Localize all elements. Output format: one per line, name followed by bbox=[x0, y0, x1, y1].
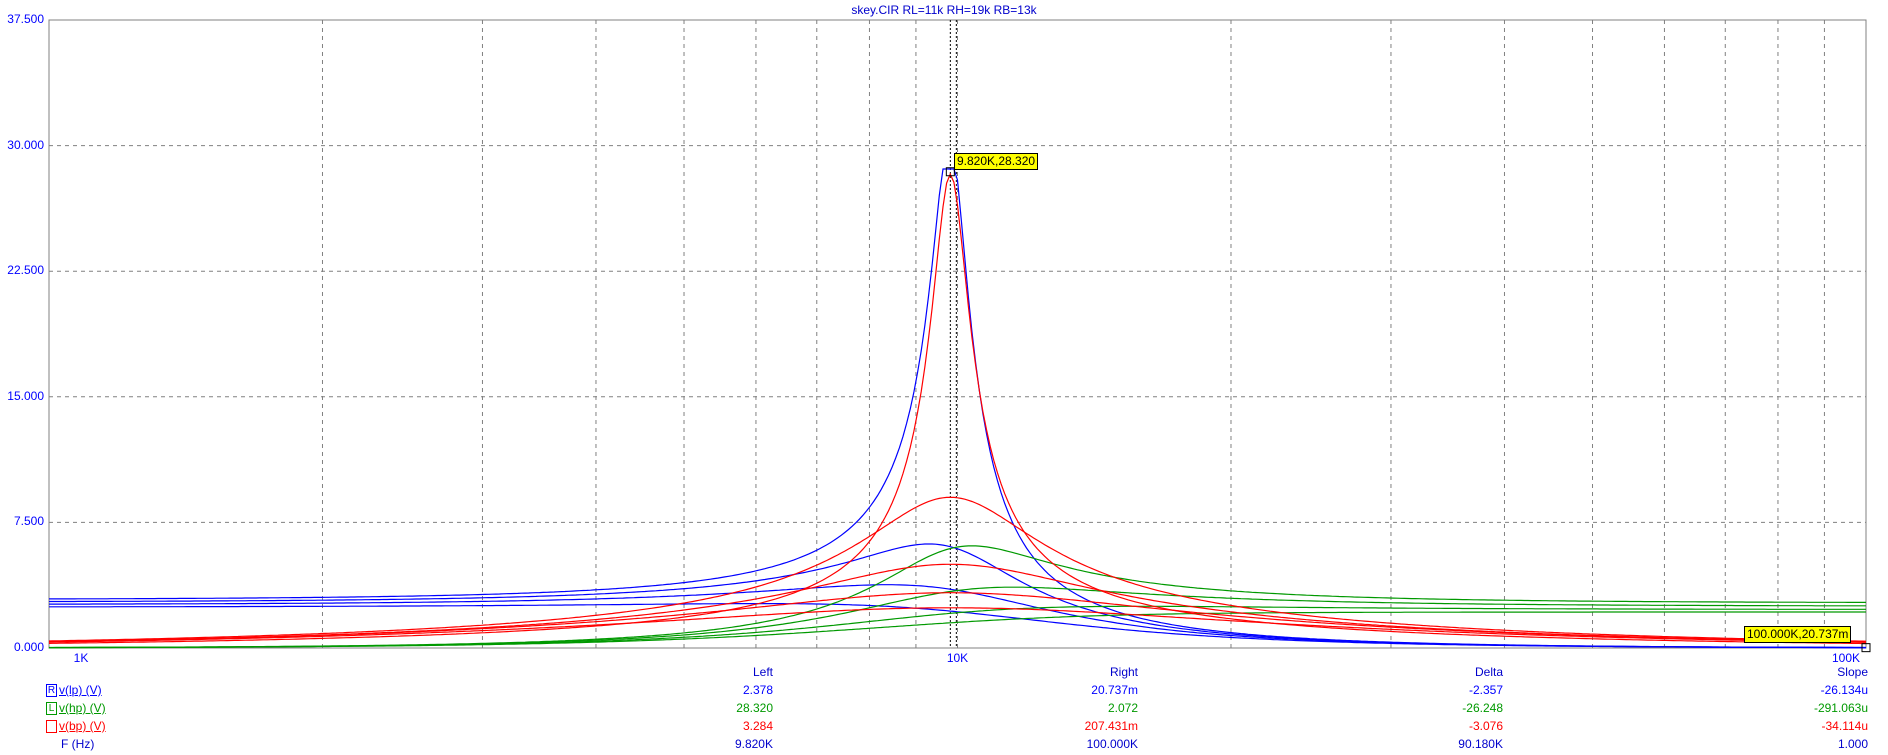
y-tick-label: 22.500 bbox=[7, 263, 44, 278]
value-left: 9.820K bbox=[734, 737, 773, 751]
trace-label[interactable]: v(bp) (V) bbox=[46, 719, 106, 734]
cursor-label-right[interactable]: 100.000K,20.737m bbox=[1744, 626, 1852, 643]
value-right: 20.737m bbox=[1091, 683, 1138, 697]
series-curve-bp bbox=[49, 592, 1866, 643]
value-delta: -26.248 bbox=[1462, 701, 1503, 715]
trace-name: v(lp) (V) bbox=[59, 683, 102, 697]
y-tick-label: 0.000 bbox=[13, 640, 44, 654]
value-left: 2.378 bbox=[742, 683, 773, 697]
value-left: 3.284 bbox=[742, 719, 773, 733]
x-tick-label: 1K bbox=[73, 651, 89, 665]
header-right: Right bbox=[1109, 665, 1138, 679]
cursor-marker-right bbox=[1861, 643, 1871, 653]
y-tick-label: 30.000 bbox=[7, 137, 44, 152]
trace-name: F (Hz) bbox=[61, 737, 95, 751]
y-tick-label: 7.500 bbox=[13, 514, 44, 529]
series-curve-lp bbox=[49, 603, 1866, 649]
value-slope: -291.063u bbox=[1813, 701, 1868, 715]
series-curve-bp bbox=[48, 172, 1866, 645]
value-delta: 90.180K bbox=[1458, 737, 1503, 751]
readout-row[interactable]: v(bp) (V) 3.284 207.431m -3.076 -34.114u bbox=[0, 719, 1888, 737]
value-delta: -2.357 bbox=[1468, 683, 1503, 697]
series-curve-bp bbox=[48, 496, 1867, 642]
value-right: 100.000K bbox=[1086, 737, 1138, 751]
value-right: 207.431m bbox=[1084, 719, 1138, 733]
value-slope: -34.114u bbox=[1821, 719, 1868, 733]
series-curve-hp bbox=[49, 611, 1866, 649]
x-tick-label: 100K bbox=[1831, 651, 1861, 665]
chart-title: skey.CIR RL=11k RH=19k RB=13k bbox=[851, 3, 1037, 17]
value-right: 2.072 bbox=[1107, 701, 1138, 715]
header-delta: Delta bbox=[1474, 665, 1503, 679]
value-slope: -26.134u bbox=[1820, 683, 1868, 697]
trace-name: v(bp) (V) bbox=[59, 719, 106, 733]
readout-row[interactable]: F (Hz) 9.820K 100.000K 90.180K 1.000 bbox=[0, 737, 1888, 755]
trace-marker-box[interactable]: R bbox=[46, 684, 57, 698]
value-slope: 1.000 bbox=[1837, 737, 1868, 751]
value-delta: -3.076 bbox=[1468, 719, 1503, 733]
trace-marker-box[interactable]: L bbox=[46, 702, 57, 716]
cursor-marker-left bbox=[945, 167, 955, 177]
trace-marker-box[interactable] bbox=[46, 720, 57, 734]
header-slope: Slope bbox=[1837, 665, 1868, 679]
readout-header: Left Right Delta Slope bbox=[0, 665, 1888, 683]
trace-name: v(hp) (V) bbox=[59, 701, 106, 715]
value-left: 28.320 bbox=[736, 701, 773, 715]
x-tick-label: 10K bbox=[946, 651, 969, 665]
cursor-label-left[interactable]: 9.820K,28.320 bbox=[954, 153, 1039, 170]
y-tick-label: 37.500 bbox=[7, 12, 44, 26]
header-left: Left bbox=[752, 665, 773, 679]
y-tick-label: 15.000 bbox=[7, 388, 44, 403]
series-curve-bp bbox=[48, 607, 1867, 643]
trace-label[interactable]: F (Hz) bbox=[46, 737, 94, 751]
